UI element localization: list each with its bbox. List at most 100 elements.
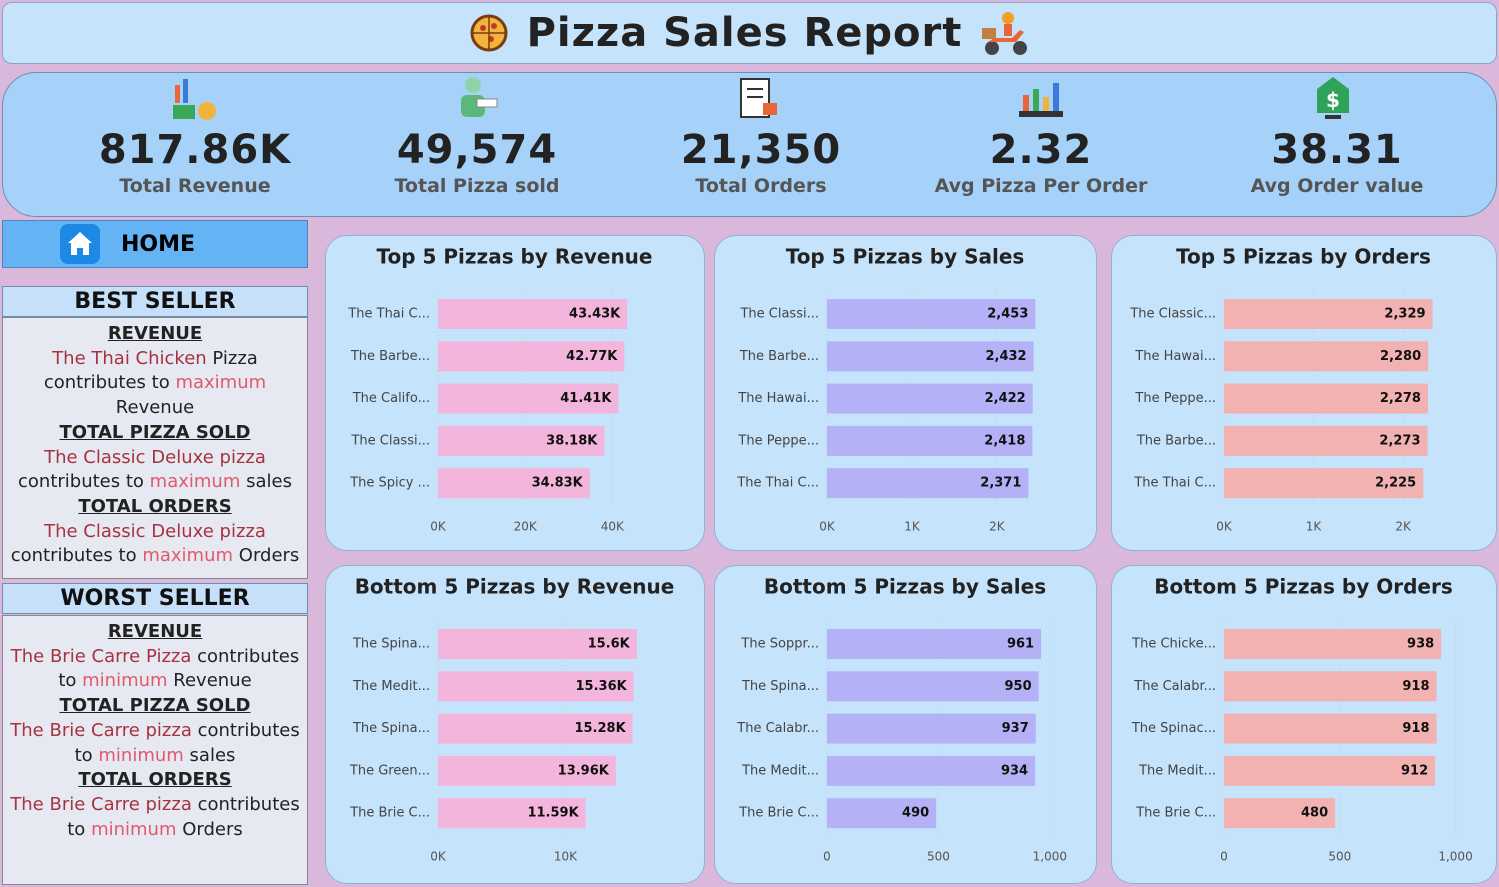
value-label: 480 [1301, 806, 1328, 821]
value-label: 2,453 [987, 307, 1028, 322]
kpi-icon [461, 77, 498, 117]
value-label: 41.41K [560, 391, 612, 406]
category-label: The Medit... [1138, 763, 1216, 778]
sidebar: HOME BEST SELLER REVENUE The Thai Chicken… [0, 218, 311, 887]
value-label: 2,418 [984, 433, 1025, 448]
text-part: maximum [142, 545, 234, 567]
value-label: 490 [902, 806, 929, 821]
text-part: minimum [91, 818, 177, 840]
kpi-label: Total Orders [695, 175, 827, 197]
chart-title: Top 5 Pizzas by Orders [1176, 245, 1431, 269]
value-label: 38.18K [546, 433, 598, 448]
svg-text:$: $ [1326, 88, 1340, 112]
chart-panel: Top 5 Pizzas by Revenue 0K 20K 40K The Thai … [325, 235, 705, 551]
kpi-card: $38.31 Avg Order value [1207, 73, 1467, 197]
value-label: 2,371 [980, 476, 1021, 491]
text-part: minimum [98, 744, 184, 766]
category-label: The Barbe... [350, 349, 430, 364]
chart: Top 5 Pizzas by Sales 0K 1K 2K The Classi...… [736, 245, 1036, 534]
x-tick-label: 1K [904, 520, 921, 534]
home-button[interactable]: HOME [2, 220, 308, 268]
value-label: 2,329 [1384, 307, 1425, 322]
value-label: 2,432 [985, 349, 1026, 364]
x-tick-label: 20K [514, 520, 538, 534]
category-label: The Classi... [739, 307, 819, 322]
category-label: The Califo... [352, 391, 430, 406]
section-heading: TOTAL ORDERS [78, 769, 232, 791]
kpi-label: Avg Pizza Per Order [934, 175, 1148, 197]
text-part: minimum [82, 670, 168, 692]
chart-panel: Bottom 5 Pizzas by Revenue 0K 10K The Spina… [325, 565, 705, 884]
category-label: The Hawai... [737, 391, 819, 406]
kpi-card: 49,574 Total Pizza sold [347, 73, 607, 197]
text-part: Revenue [115, 397, 195, 419]
text-part: sales [246, 471, 292, 493]
value-label: 2,225 [1375, 476, 1416, 491]
category-label: The Calabr... [1133, 679, 1216, 694]
x-tick-label: 500 [1328, 850, 1351, 864]
best-seller-text: REVENUE The Thai Chicken Pizza contribute… [2, 317, 308, 579]
bar [827, 798, 937, 829]
section-text: The Brie Carre pizza contributes to mini… [3, 719, 307, 768]
scooter-icon [982, 12, 1028, 55]
x-tick-label: 500 [927, 850, 950, 864]
bar [438, 755, 616, 786]
value-label: 15.28K [574, 721, 626, 736]
x-tick-label: 10K [554, 850, 578, 864]
value-label: 961 [1007, 637, 1034, 652]
chart-panel: Top 5 Pizzas by Sales 0K 1K 2K The Classi...… [714, 235, 1097, 551]
bar [1224, 798, 1336, 829]
kpi-icon [740, 78, 777, 118]
kpi-value: 21,350 [680, 127, 842, 173]
chart: Bottom 5 Pizzas by Orders 0 500 1,000 The Ch… [1131, 575, 1473, 864]
text-part: The Brie Carre Pizza [10, 645, 192, 667]
category-label: The Chicke... [1131, 637, 1216, 652]
bar [827, 629, 1042, 659]
bar [1224, 425, 1428, 456]
section-text: The Brie Carre Pizza contributes to mini… [3, 645, 307, 694]
x-tick-label: 0 [1220, 850, 1228, 864]
kpi-icon [1019, 83, 1063, 117]
bar [827, 383, 1033, 414]
value-label: 43.43K [569, 307, 621, 322]
chart-panel: Top 5 Pizzas by Orders 0K 1K 2K The Classic.… [1111, 235, 1497, 551]
bar [1224, 755, 1436, 786]
value-label: 918 [1402, 721, 1429, 736]
value-label: 918 [1402, 679, 1429, 694]
kpi-band: 817.86K Total Revenue 49,574 Total Pizza so… [2, 72, 1497, 217]
category-label: The Hawai... [1134, 349, 1216, 364]
bar [438, 425, 605, 456]
bar [1224, 299, 1433, 329]
bar [1224, 713, 1437, 744]
bar [827, 425, 1033, 456]
category-label: The Peppe... [1134, 391, 1216, 406]
bar [438, 629, 637, 659]
kpi-label: Total Revenue [119, 175, 271, 197]
bar [438, 299, 628, 329]
text-part: Pizza contributes to [43, 347, 258, 394]
x-tick-label: 0 [823, 850, 831, 864]
text-part: contributes to [67, 793, 300, 840]
kpi-value: 38.31 [1271, 127, 1403, 173]
category-label: The Barbe... [1136, 433, 1216, 448]
category-label: The Medit... [352, 679, 430, 694]
bar [1224, 671, 1437, 702]
text-part: The Brie Carre pizza [10, 793, 192, 815]
kpi-icon [173, 79, 216, 120]
text-part: maximum [175, 372, 267, 394]
text-part: Orders [182, 818, 243, 840]
kpi-label: Avg Order value [1250, 175, 1424, 197]
category-label: The Classi... [350, 433, 430, 448]
category-label: The Spina... [741, 679, 819, 694]
kpi-label: Total Pizza sold [394, 175, 560, 197]
text-part: Orders [238, 545, 300, 567]
category-label: The Spina... [352, 721, 430, 736]
home-label: HOME [121, 231, 196, 257]
x-tick-label: 0K [819, 520, 836, 534]
category-label: The Soppr... [740, 637, 819, 652]
x-tick-label: 1,000 [1438, 850, 1472, 864]
bar [438, 383, 619, 414]
bar [1224, 341, 1429, 372]
bar [438, 671, 634, 702]
value-label: 42.77K [566, 349, 618, 364]
